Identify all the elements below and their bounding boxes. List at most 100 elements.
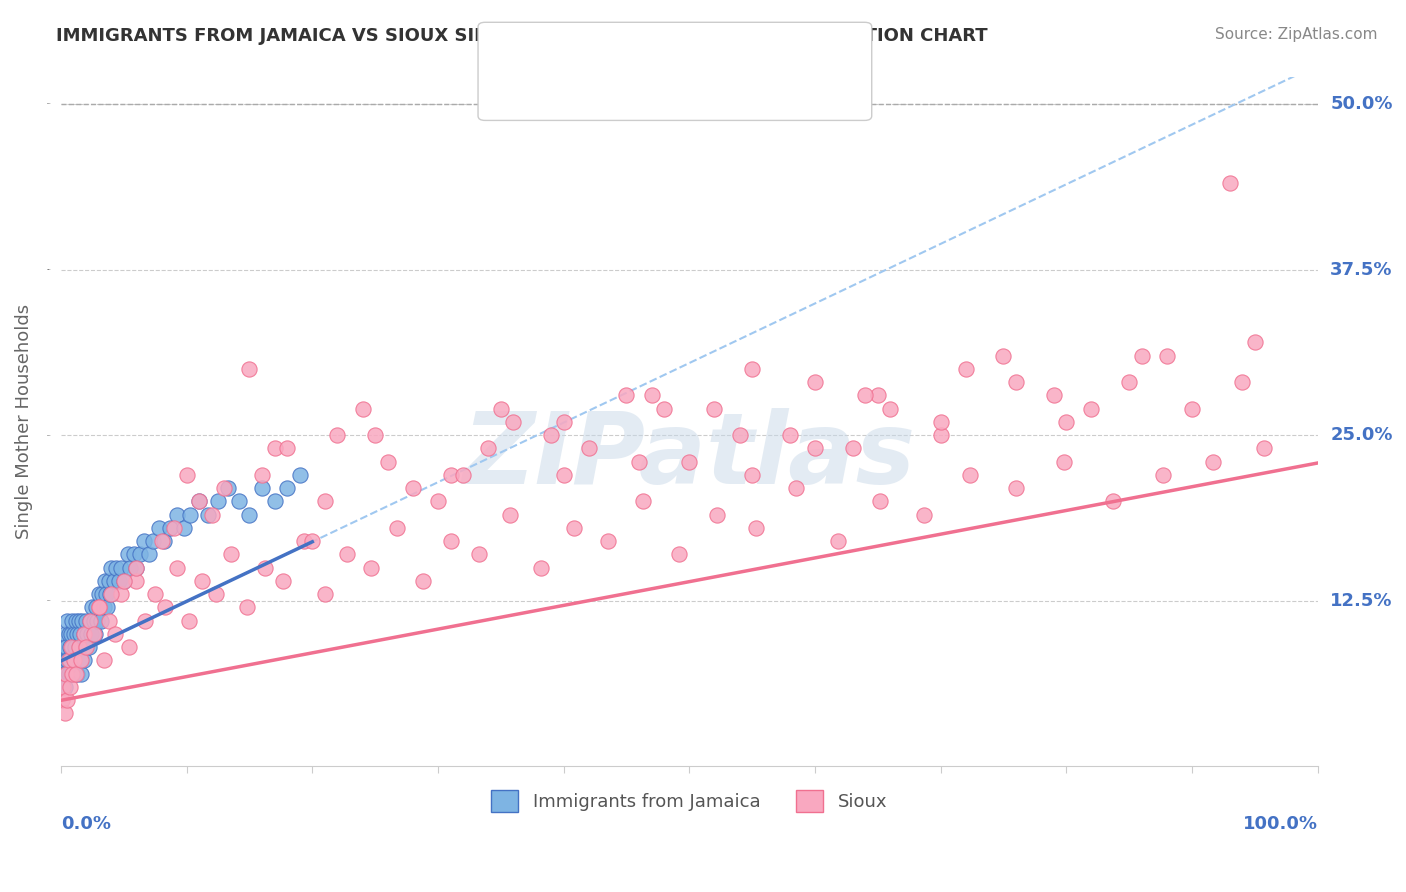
Point — [1130, 349, 1153, 363]
Point — [703, 401, 725, 416]
Point — [53, 680, 76, 694]
Point — [745, 521, 768, 535]
Point — [955, 362, 977, 376]
Point — [201, 508, 224, 522]
Point — [628, 455, 651, 469]
Point — [132, 534, 155, 549]
Point — [336, 547, 359, 561]
Point — [125, 560, 148, 574]
Point — [1152, 467, 1174, 482]
Point — [530, 560, 553, 574]
Point — [70, 666, 93, 681]
Point — [250, 467, 273, 482]
Point — [84, 600, 107, 615]
Point — [578, 442, 600, 456]
Point — [134, 614, 156, 628]
Point — [82, 600, 104, 615]
Text: ZIPatlas: ZIPatlas — [463, 408, 915, 505]
Point — [1005, 481, 1028, 495]
Point — [929, 428, 952, 442]
Point — [63, 666, 86, 681]
Point — [451, 467, 474, 482]
Point — [1243, 335, 1265, 350]
Point — [929, 415, 952, 429]
Point — [59, 640, 82, 654]
Point — [360, 560, 382, 574]
Point — [107, 574, 129, 588]
Point — [540, 428, 562, 442]
Point — [489, 401, 512, 416]
Point — [477, 442, 499, 456]
Point — [188, 494, 211, 508]
Point — [72, 627, 94, 641]
Point — [853, 388, 876, 402]
Point — [67, 640, 90, 654]
Point — [276, 442, 298, 456]
Point — [439, 534, 461, 549]
Point — [326, 428, 349, 442]
Point — [56, 653, 79, 667]
Point — [204, 587, 226, 601]
Point — [65, 666, 87, 681]
Point — [959, 467, 981, 482]
Point — [66, 666, 89, 681]
Point — [72, 653, 94, 667]
Text: 25.0%: 25.0% — [1330, 426, 1393, 444]
Point — [62, 653, 84, 667]
Point — [56, 614, 79, 628]
Point — [58, 666, 80, 681]
Point — [1118, 375, 1140, 389]
Point — [402, 481, 425, 495]
Point — [276, 481, 298, 495]
Point — [827, 534, 849, 549]
Point — [84, 627, 107, 641]
Point — [741, 467, 763, 482]
Point — [125, 574, 148, 588]
Point — [60, 640, 83, 654]
Point — [502, 415, 524, 429]
Point — [1054, 415, 1077, 429]
Point — [51, 693, 73, 707]
Point — [120, 560, 142, 574]
Point — [804, 442, 827, 456]
Point — [53, 706, 76, 721]
Point — [93, 600, 115, 615]
Point — [93, 653, 115, 667]
Point — [912, 508, 935, 522]
Point — [1042, 388, 1064, 402]
Point — [60, 666, 83, 681]
Point — [76, 627, 98, 641]
Point — [67, 640, 90, 654]
Point — [55, 666, 77, 681]
Point — [83, 627, 105, 641]
Point — [866, 388, 889, 402]
Point — [377, 455, 399, 469]
Point — [79, 614, 101, 628]
Point — [66, 627, 89, 641]
Point — [288, 467, 311, 482]
Point — [238, 362, 260, 376]
Point — [96, 587, 118, 601]
Point — [263, 442, 285, 456]
Text: IMMIGRANTS FROM JAMAICA VS SIOUX SINGLE MOTHER HOUSEHOLDS CORRELATION CHART: IMMIGRANTS FROM JAMAICA VS SIOUX SINGLE … — [56, 27, 988, 45]
Point — [96, 600, 118, 615]
Point — [143, 587, 166, 601]
Point — [75, 614, 97, 628]
Point — [166, 508, 188, 522]
Point — [91, 587, 114, 601]
Point — [292, 534, 315, 549]
Point — [179, 614, 201, 628]
Point — [58, 653, 80, 667]
Point — [439, 467, 461, 482]
Point — [706, 508, 728, 522]
Point — [77, 640, 100, 654]
Point — [166, 560, 188, 574]
Point — [785, 481, 807, 495]
Point — [150, 534, 173, 549]
Point — [129, 547, 152, 561]
Point — [60, 627, 83, 641]
Point — [668, 547, 690, 561]
Point — [55, 666, 77, 681]
Point — [616, 388, 638, 402]
Point — [238, 508, 260, 522]
